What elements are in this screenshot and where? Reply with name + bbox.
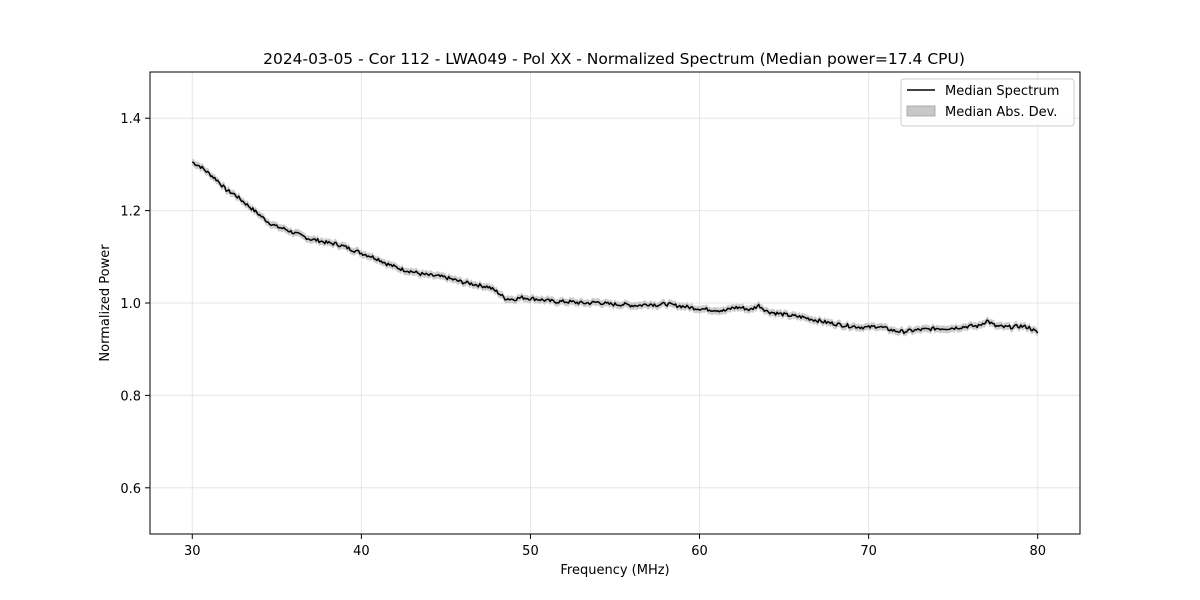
x-tick-label: 40 — [353, 544, 370, 559]
x-axis-label: Frequency (MHz) — [560, 563, 669, 578]
y-tick-label: 1.2 — [120, 205, 141, 220]
legend-label-median-spectrum: Median Spectrum — [945, 84, 1059, 99]
y-tick-label: 1.4 — [120, 112, 141, 127]
y-tick-label: 0.6 — [120, 482, 141, 497]
x-tick-label: 70 — [860, 544, 877, 559]
x-tick-label: 60 — [691, 544, 708, 559]
y-axis-label: Normalized Power — [98, 244, 113, 362]
x-tick-label: 50 — [522, 544, 539, 559]
chart-title: 2024-03-05 - Cor 112 - LWA049 - Pol XX -… — [263, 50, 965, 68]
y-axis-ticks: 0.6 0.8 1.0 1.2 1.4 — [120, 112, 150, 497]
x-tick-label: 30 — [184, 544, 201, 559]
legend: Median Spectrum Median Abs. Dev. — [900, 78, 1075, 127]
legend-box — [900, 78, 1075, 127]
y-tick-label: 0.8 — [120, 389, 141, 404]
y-tick-label: 1.0 — [120, 297, 141, 312]
legend-band-swatch — [906, 105, 936, 117]
median-spectrum-line — [192, 161, 1039, 335]
legend-label-median-abs-dev: Median Abs. Dev. — [945, 105, 1057, 120]
mad-band — [192, 158, 1038, 338]
x-axis-ticks: 30 40 50 60 70 80 — [184, 534, 1046, 559]
x-tick-label: 80 — [1029, 544, 1046, 559]
